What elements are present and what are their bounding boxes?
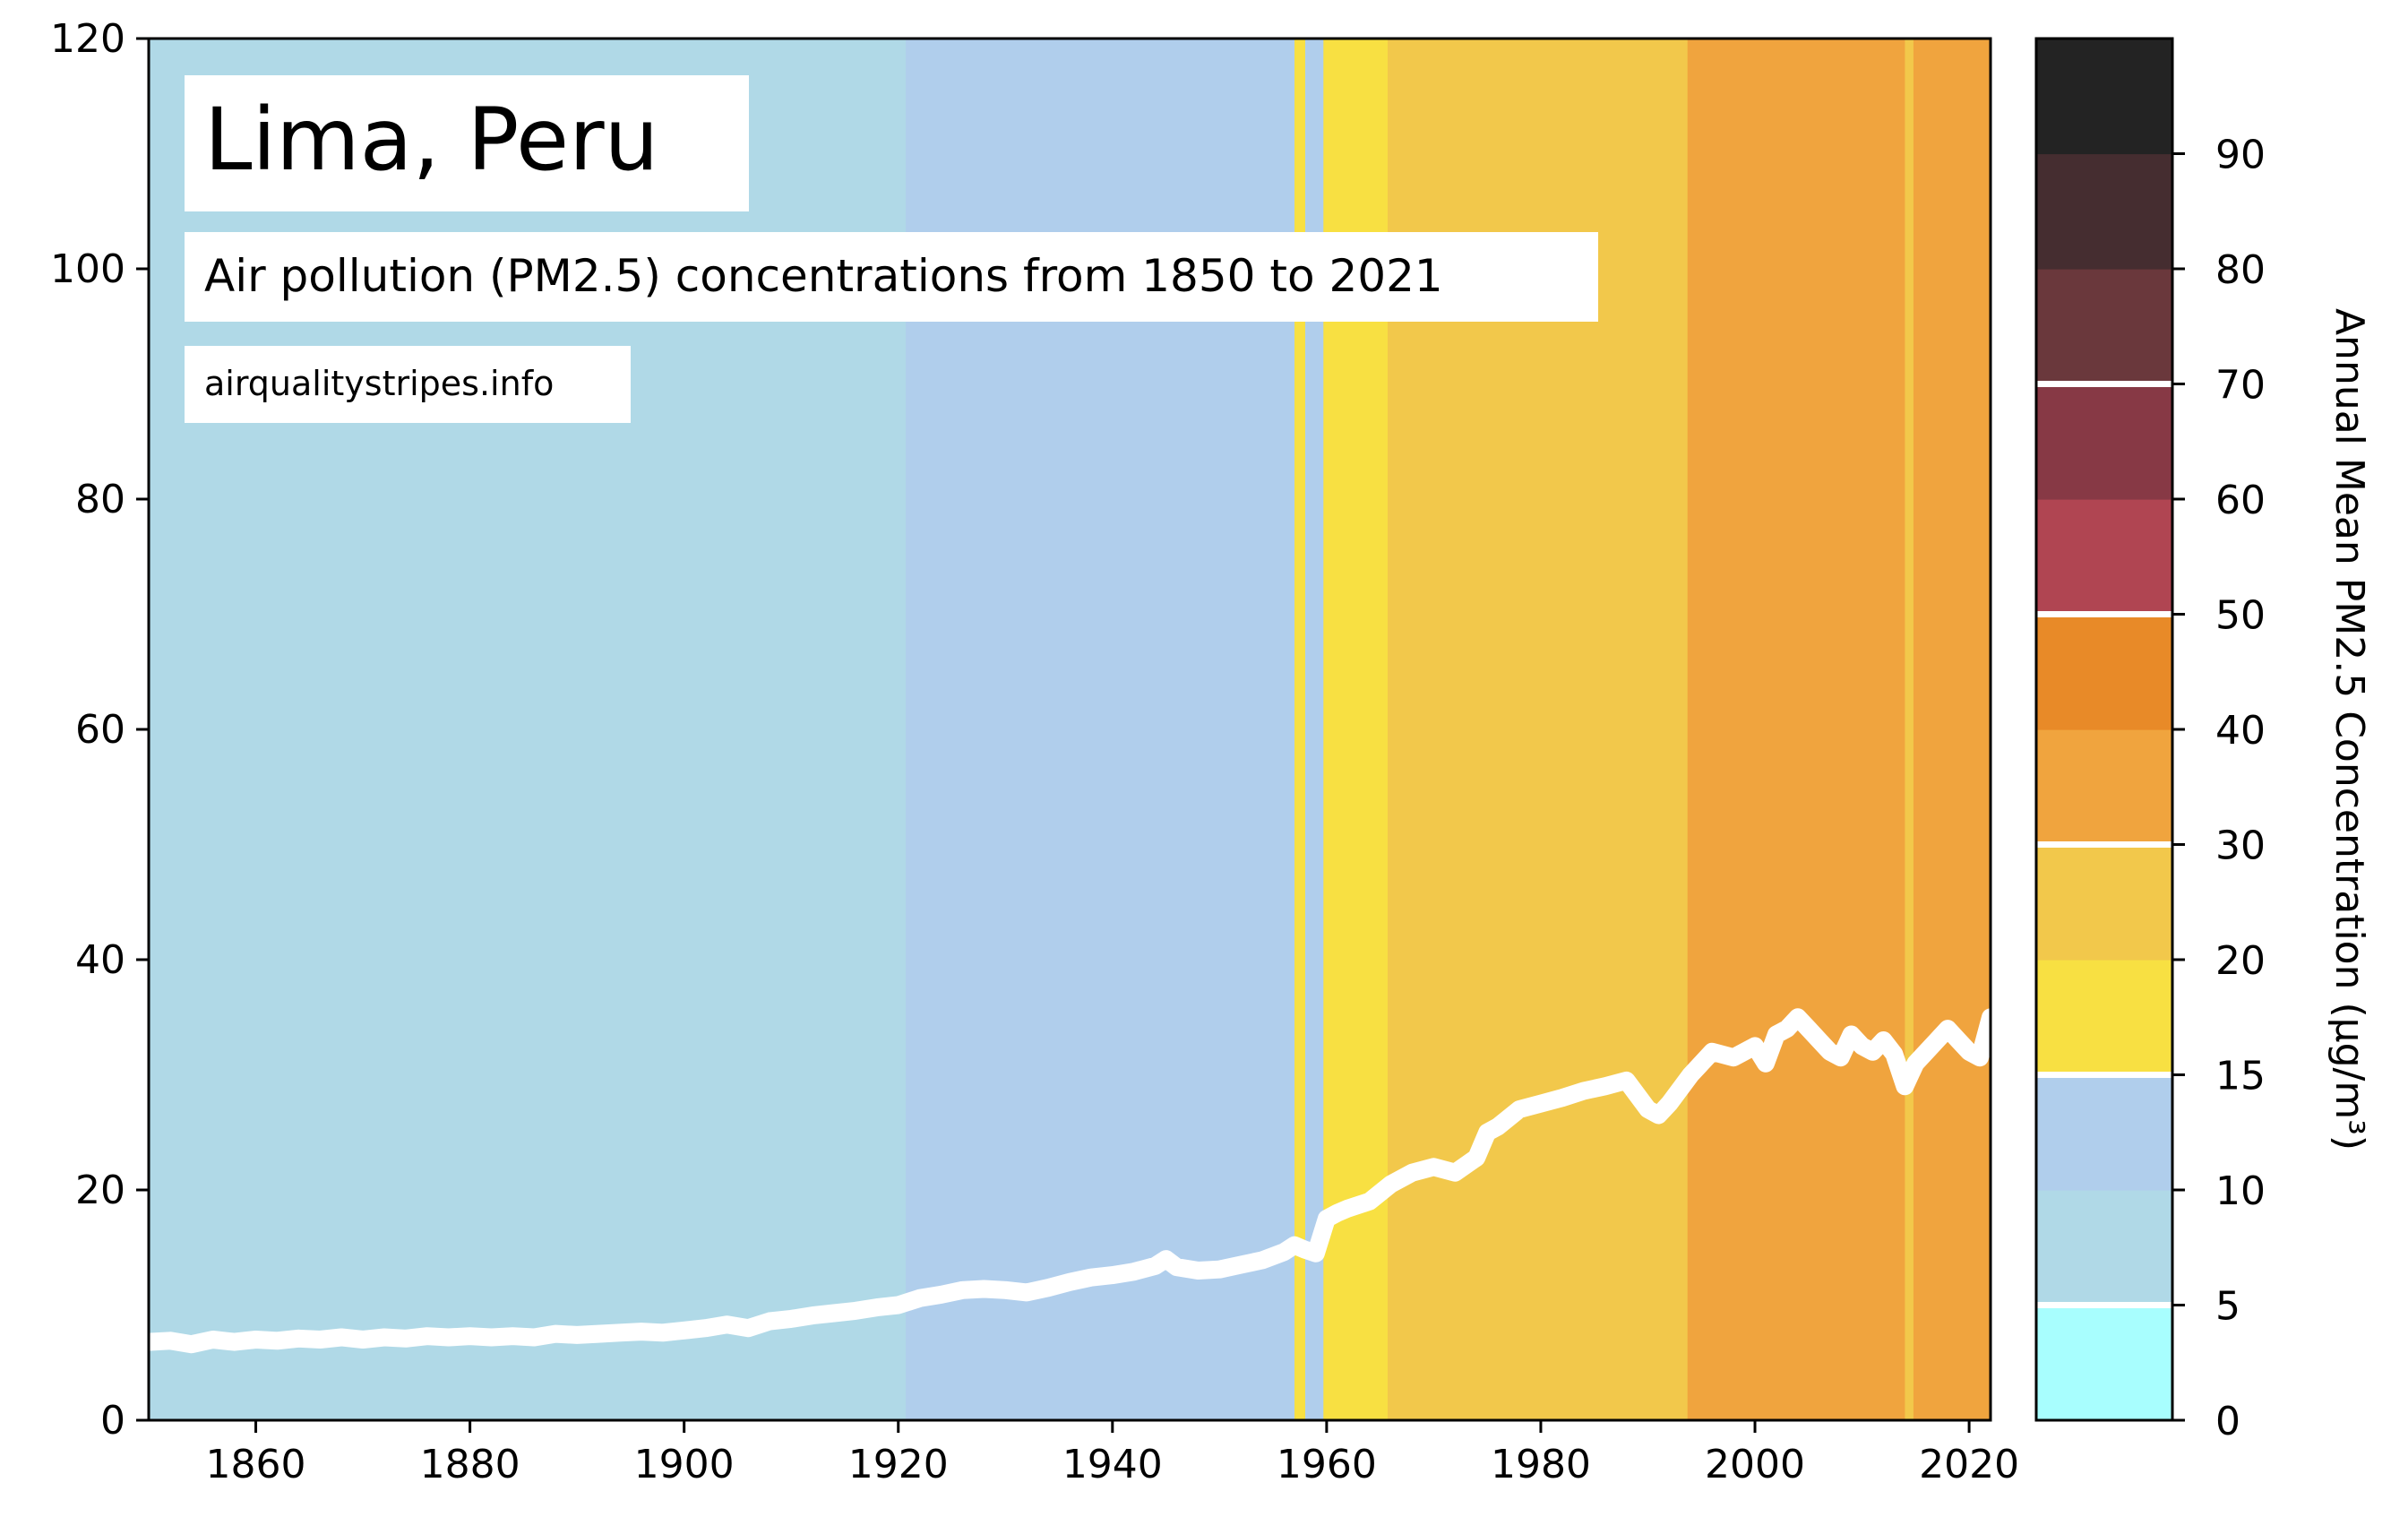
colorbar-bin-30–40 (2036, 729, 2172, 846)
chart-subtitle: Air pollution (PM2.5) concentrations fro… (204, 250, 1443, 302)
subtitle-box: Air pollution (PM2.5) concentrations fro… (185, 232, 1598, 322)
colorbar-bin-10–15 (2036, 1074, 2172, 1191)
colorbar-tick-label: 70 (2215, 363, 2266, 409)
x-tick-label: 1880 (420, 1442, 520, 1487)
source-box: airqualitystripes.info (185, 346, 631, 423)
colorbar-bin-40–50 (2036, 614, 2172, 730)
pm25-line-0 (140, 1008, 2000, 1354)
colorbar-tick-label: 30 (2215, 823, 2266, 869)
colorbar-bin-20–30 (2036, 844, 2172, 961)
x-tick-label: 1940 (1062, 1442, 1163, 1487)
stripe-7 (1905, 39, 1914, 1420)
colorbar-bin-15–20 (2036, 960, 2172, 1076)
x-tick-label: 1960 (1277, 1442, 1377, 1487)
x-tick-label: 2020 (1919, 1442, 2019, 1487)
chart-title: Lima, Peru (204, 90, 658, 190)
colorbar-bin-60–70 (2036, 384, 2172, 500)
x-tick-label: 1920 (848, 1442, 949, 1487)
colorbar-tick-label: 15 (2215, 1054, 2266, 1099)
colorbar-tick-label: 10 (2215, 1168, 2266, 1214)
stripe-8 (1913, 39, 1991, 1420)
y-tick-label: 40 (75, 937, 125, 983)
x-tick-label: 1900 (634, 1442, 735, 1487)
pm25-line-series (140, 1008, 2000, 1354)
y-tick-label: 0 (100, 1398, 125, 1444)
colorbar-tick-label: 20 (2215, 938, 2266, 984)
stripe-2 (1294, 39, 1306, 1420)
x-tick-label: 1980 (1491, 1442, 1591, 1487)
colorbar-tick-label: 50 (2215, 593, 2266, 639)
colorbar-bin-0–5 (2036, 1305, 2172, 1421)
y-tick-label: 120 (50, 16, 125, 62)
colorbar-bin-70–80 (2036, 269, 2172, 385)
colorbar-bin-50–60 (2036, 499, 2172, 616)
colorbar-tick-label: 40 (2215, 708, 2266, 754)
colorbar: 0 5 10 15 20 30 40 50 60 70 80 90 (2034, 37, 2266, 1444)
colorbar-frame (2034, 37, 2174, 1422)
stripe-6 (1687, 39, 1905, 1420)
y-tick-label: 100 (50, 246, 125, 292)
colorbar-bin-80–90 (2036, 153, 2172, 270)
colorbar-tick-label: 5 (2215, 1284, 2240, 1330)
y-axis: 0 20 40 60 80 100 120 (50, 16, 149, 1444)
colorbar-tick-label: 80 (2215, 247, 2266, 293)
source-credit: airqualitystripes.info (204, 364, 554, 403)
y-tick-label: 80 (75, 477, 125, 522)
title-box: Lima, Peru (185, 75, 749, 211)
x-axis: 1860 1880 1900 1920 1940 1960 1980 2000 2020 (206, 1420, 2019, 1487)
y-tick-label: 60 (75, 707, 125, 753)
x-tick-label: 2000 (1705, 1442, 1805, 1487)
colorbar-tick-label: 90 (2215, 133, 2266, 178)
colorbar-label: Annual Mean PM2.5 Concentration (µg/m³) (2326, 308, 2372, 1151)
stripe-3 (1304, 39, 1324, 1420)
colorbar-tick-label: 0 (2215, 1399, 2240, 1444)
colorbar-tick-label: 60 (2215, 478, 2266, 523)
x-tick-label: 1860 (206, 1442, 306, 1487)
colorbar-bin-90+ (2036, 39, 2172, 155)
colorbar-bin-5–10 (2036, 1190, 2172, 1306)
y-tick-label: 20 (75, 1168, 125, 1213)
